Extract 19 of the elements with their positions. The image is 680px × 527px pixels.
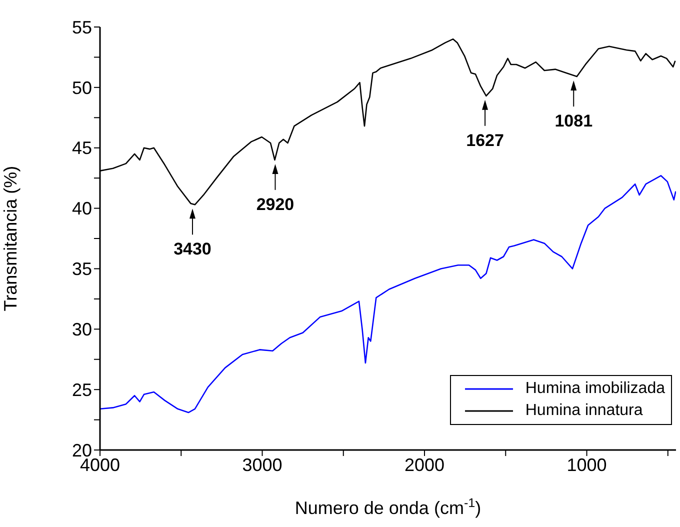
legend-label: Humina imobilizada: [525, 379, 665, 399]
annotation: 2920: [256, 194, 294, 214]
x-tick-label: 2000: [404, 454, 445, 475]
y-tick-label: 35: [72, 259, 92, 280]
x-tick-label: 1000: [566, 454, 607, 475]
x-axis-title: Numero de onda (cm$^{-1}$): [294, 496, 482, 518]
y-tick-label: 50: [72, 78, 92, 98]
y-tick-label: 40: [72, 198, 92, 219]
y-tick-label: 30: [72, 320, 92, 340]
legend-label: Humina innatura: [525, 401, 643, 421]
annotation: 1081: [554, 112, 593, 131]
x-tick-label: 3000: [242, 454, 282, 475]
y-tick-label: 45: [72, 138, 92, 158]
y-tick-label: 25: [72, 380, 92, 400]
annotation: 3430: [174, 240, 212, 259]
y-tick-label: 55: [72, 17, 92, 38]
y-axis-title: Transmitancia (%): [0, 166, 20, 312]
line-series: [100, 175, 676, 414]
annotation: 1627: [466, 130, 504, 150]
